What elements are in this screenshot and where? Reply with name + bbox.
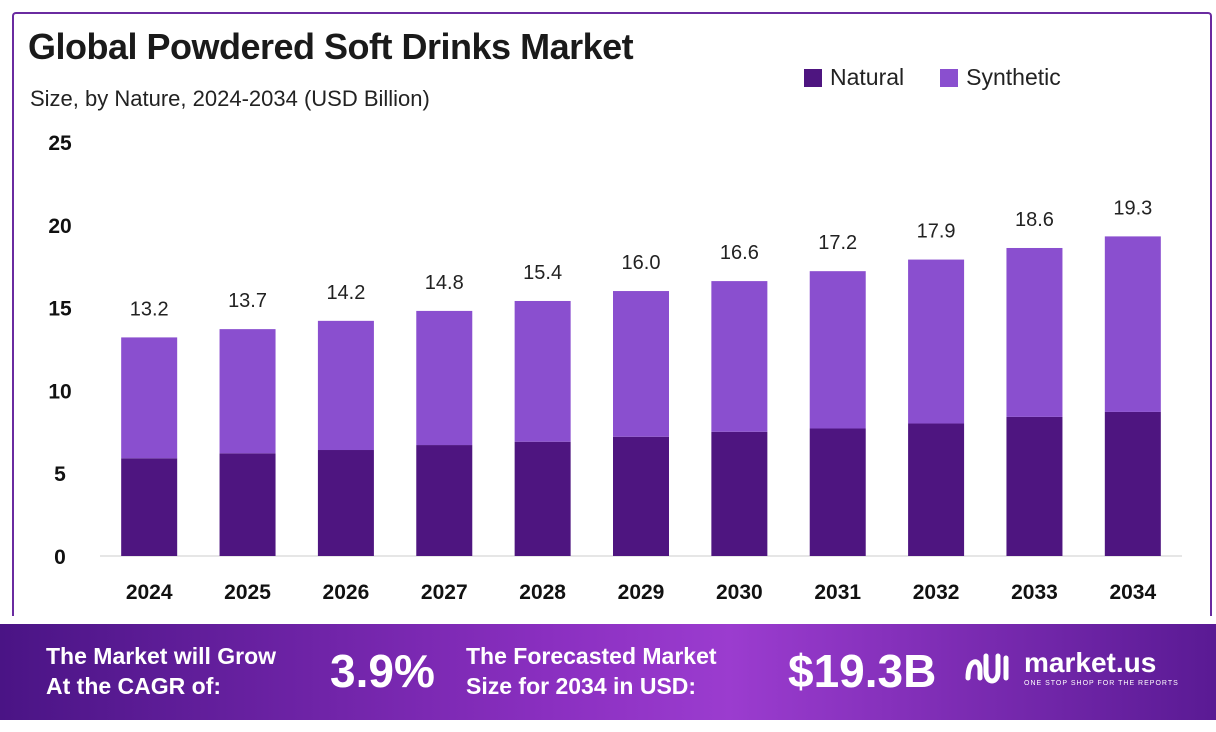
x-tick-label: 2031 [814, 581, 861, 604]
bar-total-label: 16.0 [622, 252, 661, 274]
x-tick-label: 2028 [519, 581, 566, 604]
bar-total-label: 13.2 [130, 298, 169, 320]
bar-segment-synthetic [908, 259, 965, 424]
bar-segment-synthetic [711, 281, 768, 432]
bar-segment-natural [908, 423, 965, 556]
market-us-logo-icon [965, 653, 1009, 684]
x-tick-label: 2024 [126, 581, 173, 604]
bar-total-label: 14.8 [425, 272, 464, 294]
bar-total-label: 17.2 [818, 232, 857, 254]
bar-segment-synthetic [317, 320, 374, 451]
x-tick-label: 2025 [224, 581, 271, 604]
bar-segment-synthetic [121, 337, 178, 459]
summary-banner: The Market will Grow At the CAGR of: 3.9… [0, 624, 1216, 720]
chart-subtitle: Size, by Nature, 2024-2034 (USD Billion) [30, 86, 430, 111]
x-tick-label: 2030 [716, 581, 763, 604]
forecast-label-line2: Size for 2034 in USD: [466, 673, 697, 699]
bar-segment-natural [613, 436, 669, 556]
legend: Natural Synthetic [804, 64, 1061, 91]
y-tick-label: 0 [54, 546, 66, 569]
bar-segment-natural [317, 450, 374, 556]
bar-total-label: 17.9 [917, 221, 956, 243]
y-tick-label: 20 [48, 215, 71, 238]
legend-swatch-synthetic [940, 68, 959, 87]
x-tick-label: 2034 [1109, 581, 1156, 604]
y-tick-label: 25 [48, 132, 72, 155]
forecast-value: $19.3B [788, 645, 937, 697]
bar-segment-synthetic [1104, 236, 1161, 412]
bar-segment-synthetic [1006, 247, 1063, 417]
bar-total-label: 15.4 [523, 262, 562, 284]
brand-name: market.us [1024, 647, 1157, 678]
legend-label-natural: Natural [830, 64, 905, 90]
bar-segment-synthetic [514, 300, 571, 442]
bar-segment-synthetic [809, 271, 866, 429]
x-tick-label: 2026 [323, 581, 370, 604]
bar-segment-natural [1006, 416, 1063, 556]
bar-total-label: 14.2 [326, 282, 365, 304]
forecast-label: The Forecasted Market Size for 2034 in U… [466, 641, 717, 701]
bar-segment-natural [711, 431, 768, 556]
bar-segment-natural [809, 428, 866, 556]
bar-segment-natural [514, 441, 571, 556]
bar-segment-natural [121, 458, 178, 556]
chart-frame [12, 12, 1212, 616]
x-tick-label: 2027 [421, 581, 468, 604]
bar-total-label: 13.7 [228, 290, 267, 312]
cagr-value: 3.9% [330, 645, 435, 697]
y-tick-label: 15 [48, 298, 72, 321]
legend-label-synthetic: Synthetic [966, 64, 1061, 90]
brand-text: market.us ONE STOP SHOP FOR THE REPORTS [1024, 647, 1179, 688]
cagr-label-line2: At the CAGR of: [46, 673, 222, 699]
chart-title: Global Powdered Soft Drinks Market [28, 26, 634, 67]
bar-total-label: 19.3 [1113, 197, 1152, 219]
cagr-label: The Market will Grow At the CAGR of: [46, 641, 276, 701]
bar-segment-natural [416, 445, 473, 556]
bar-segment-synthetic [613, 291, 669, 437]
legend-item-natural: Natural [804, 64, 904, 91]
x-tick-label: 2032 [913, 581, 960, 604]
y-tick-label: 5 [54, 463, 66, 486]
forecast-label-line1: The Forecasted Market [466, 643, 717, 669]
bar-segment-natural [1104, 411, 1161, 556]
brand-tagline: ONE STOP SHOP FOR THE REPORTS [1024, 680, 1179, 687]
legend-swatch-natural [804, 68, 822, 87]
bar-segment-natural [219, 453, 276, 556]
legend-item-synthetic: Synthetic [940, 64, 1061, 91]
x-tick-label: 2033 [1011, 581, 1058, 604]
bar-total-label: 16.6 [720, 242, 759, 264]
cagr-label-line1: The Market will Grow [46, 643, 277, 669]
x-tick-label: 2029 [618, 581, 665, 604]
bar-segment-synthetic [416, 310, 473, 446]
bar-segment-synthetic [219, 329, 276, 454]
bar-total-label: 18.6 [1015, 209, 1054, 231]
stacked-bar-chart: 051015202513.2202413.7202514.2202614.820… [48, 132, 1182, 604]
brand-logo: market.us ONE STOP SHOP FOR THE REPORTS [964, 648, 1179, 688]
y-tick-label: 10 [48, 380, 71, 403]
